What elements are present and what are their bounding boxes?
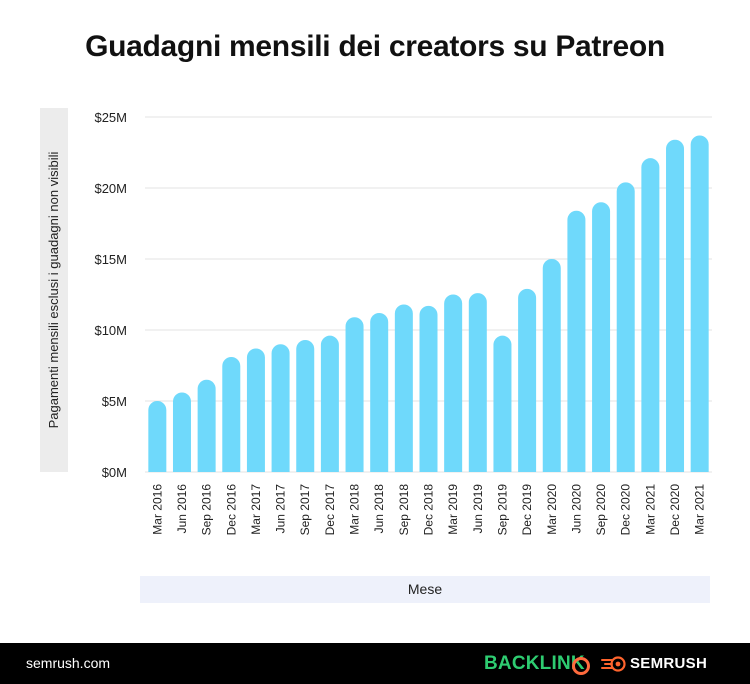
x-tick-label: Sep 2020 bbox=[594, 484, 608, 536]
y-tick-label: $5M bbox=[102, 394, 127, 409]
bar bbox=[641, 158, 660, 473]
x-tick-label: Sep 2016 bbox=[200, 484, 214, 536]
x-tick-label: Dec 2019 bbox=[520, 484, 534, 536]
bar bbox=[394, 304, 413, 472]
bar bbox=[345, 317, 364, 472]
footer: semrush.com BACKLINK SEMRUSH bbox=[0, 643, 750, 684]
bar bbox=[518, 288, 537, 472]
x-tick-label: Mar 2021 bbox=[643, 484, 657, 535]
x-tick-label: Dec 2020 bbox=[668, 484, 682, 536]
bar bbox=[172, 392, 191, 472]
x-axis-label: Mese bbox=[140, 576, 710, 603]
x-tick-label: Jun 2017 bbox=[274, 484, 288, 534]
bar bbox=[468, 293, 487, 472]
bar bbox=[592, 202, 611, 472]
y-tick-label: $0M bbox=[102, 465, 127, 480]
y-tick-label: $20M bbox=[94, 181, 127, 196]
bar bbox=[320, 335, 339, 472]
backlinko-logo: BACKLINK bbox=[484, 653, 585, 674]
x-tick-labels: Mar 2016 Jun 2016 Sep 2016 Dec 2016 Mar 2017… bbox=[150, 484, 706, 536]
x-tick-label: Sep 2019 bbox=[495, 484, 509, 536]
x-tick-label: Sep 2018 bbox=[397, 484, 411, 536]
x-tick-label: Mar 2020 bbox=[545, 484, 559, 535]
bar bbox=[296, 339, 315, 472]
x-tick-label: Jun 2020 bbox=[569, 484, 583, 534]
x-tick-label: Dec 2016 bbox=[224, 484, 238, 536]
bar bbox=[666, 139, 685, 472]
x-tick-label: Jun 2019 bbox=[471, 484, 485, 534]
bar-chart: $0M $5M $10M $15M $20M $25M Mar 2016 Jun 2016 S… bbox=[94, 110, 712, 536]
x-tick-label: Mar 2018 bbox=[348, 484, 362, 535]
x-tick-label: Dec 2018 bbox=[422, 484, 436, 536]
bar bbox=[616, 182, 635, 472]
x-tick-label: Dec 2017 bbox=[323, 484, 337, 536]
footer-site-link[interactable]: semrush.com bbox=[26, 655, 111, 671]
y-tick-label: $15M bbox=[94, 252, 127, 267]
y-tick-label: $10M bbox=[94, 323, 127, 338]
bar bbox=[271, 344, 290, 472]
semrush-logo: SEMRUSH bbox=[630, 655, 708, 672]
semrush-flame-icon bbox=[601, 656, 626, 672]
backlinko-o-icon bbox=[572, 657, 590, 675]
bar bbox=[222, 356, 241, 472]
bar bbox=[567, 210, 586, 472]
y-tick-label: $25M bbox=[94, 110, 127, 125]
bar bbox=[246, 348, 265, 472]
x-tick-label: Mar 2017 bbox=[249, 484, 263, 535]
bar bbox=[444, 294, 463, 472]
y-tick-labels: $0M $5M $10M $15M $20M $25M bbox=[94, 110, 127, 480]
x-tick-label: Mar 2019 bbox=[446, 484, 460, 535]
x-tick-label: Mar 2021 bbox=[693, 484, 707, 535]
x-tick-label: Dec 2020 bbox=[619, 484, 633, 536]
chart-title: Guadagni mensili dei creators su Patreon bbox=[85, 30, 665, 63]
x-tick-label: Mar 2016 bbox=[150, 484, 164, 535]
x-tick-label: Sep 2017 bbox=[298, 484, 312, 536]
y-axis-label-box bbox=[40, 108, 68, 472]
bar bbox=[493, 335, 512, 472]
bar bbox=[542, 259, 561, 472]
x-tick-label: Jun 2018 bbox=[372, 484, 386, 534]
bar bbox=[197, 379, 216, 472]
bars bbox=[148, 135, 709, 473]
bar bbox=[370, 312, 389, 472]
bar bbox=[419, 305, 438, 472]
bar bbox=[690, 135, 709, 472]
x-tick-label: Jun 2016 bbox=[175, 484, 189, 534]
bar bbox=[148, 401, 167, 472]
